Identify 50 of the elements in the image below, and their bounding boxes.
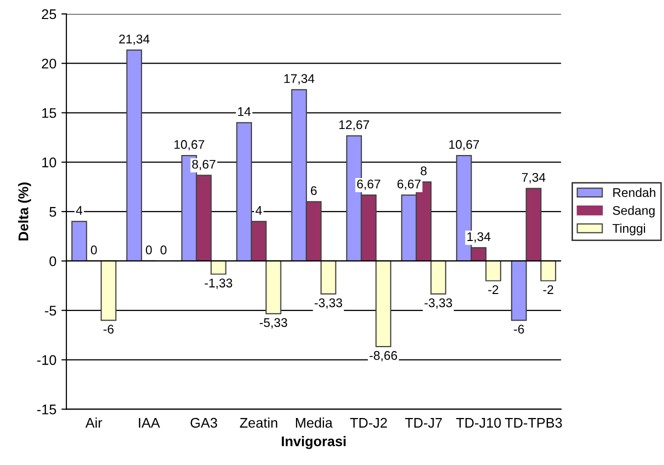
x-tick-label: TD-J2 <box>350 418 387 428</box>
x-tick-label: IAA <box>138 418 160 428</box>
data-label: 4 <box>76 206 82 215</box>
data-label: 10,67 <box>449 140 479 150</box>
y-tick-label: -10 <box>37 355 56 365</box>
y-tick-label: -5 <box>44 306 56 316</box>
x-tick-label: Media <box>296 418 333 428</box>
data-label: -2 <box>488 285 498 294</box>
y-tick-label: -15 <box>37 404 56 414</box>
data-label: -1,33 <box>204 278 232 289</box>
x-tick-label: GA3 <box>190 418 218 428</box>
y-tick-label: 10 <box>42 158 56 168</box>
y-tick-label: 25 <box>42 9 56 20</box>
data-label: -6 <box>104 324 114 334</box>
data-label: 4 <box>256 206 262 215</box>
data-label: 1,34 <box>467 232 490 243</box>
data-label: 12,67 <box>339 120 370 131</box>
data-label: 8,67 <box>192 160 216 170</box>
x-tick-label: TD-TPB3 <box>504 418 562 428</box>
data-label: 6 <box>310 186 317 196</box>
y-tick-label: 0 <box>49 256 56 266</box>
data-label: 17,34 <box>284 74 314 84</box>
legend-label: Sedang <box>612 206 655 218</box>
y-tick-label: 15 <box>42 108 56 118</box>
data-label: -2 <box>543 285 554 294</box>
data-label: -5,33 <box>260 318 288 328</box>
data-label: 0 <box>160 245 166 254</box>
data-label: -8,66 <box>370 351 398 362</box>
data-label: -3,33 <box>314 298 342 309</box>
data-label: -3,33 <box>424 298 452 309</box>
x-tick-label: TD-J7 <box>405 418 442 428</box>
data-label: 6,67 <box>357 180 380 190</box>
data-label: 8 <box>420 166 427 176</box>
y-axis-title: Delta (%) <box>18 182 32 240</box>
x-tick-label: TD-J10 <box>456 418 501 428</box>
y-tick-label: 5 <box>50 207 56 217</box>
data-label: 21,34 <box>119 34 150 45</box>
data-label: 10,67 <box>174 140 204 150</box>
x-tick-label: Air <box>85 418 102 428</box>
data-label: 14 <box>238 107 251 116</box>
x-axis-title: Invigorasi <box>282 436 346 450</box>
data-label: 7,34 <box>522 172 546 184</box>
data-label: -6 <box>514 324 524 334</box>
x-tick-label: Zeatin <box>240 418 278 428</box>
y-tick-label: 20 <box>42 58 56 69</box>
legend-label: Rendah <box>613 188 656 198</box>
legend-label: Tinggi <box>612 224 646 236</box>
data-label: 6,67 <box>397 180 421 190</box>
data-label: 0 <box>90 245 97 254</box>
data-label: 0 <box>146 245 152 254</box>
